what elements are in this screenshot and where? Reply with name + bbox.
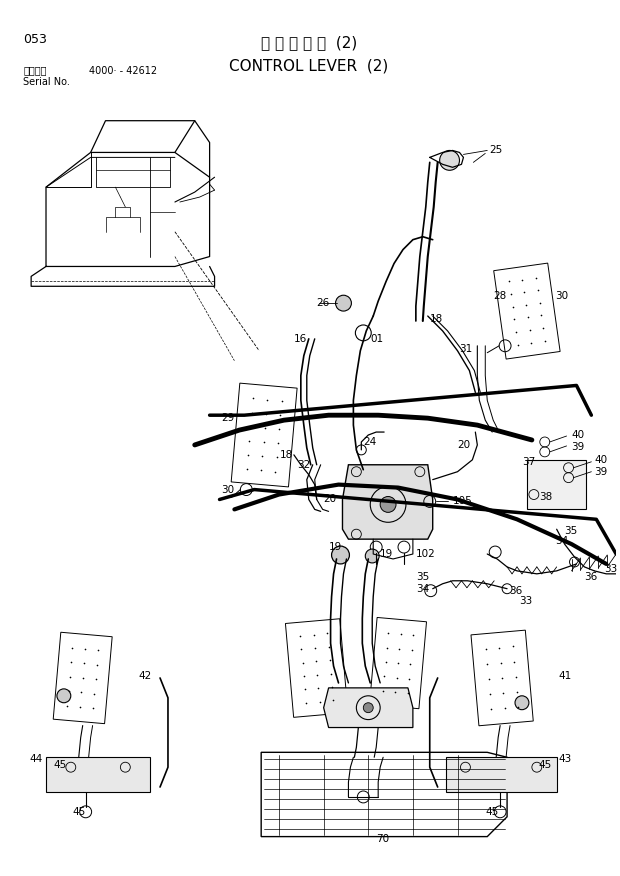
Text: 37: 37 (522, 456, 535, 467)
Circle shape (380, 497, 396, 512)
Text: 01: 01 (370, 334, 383, 344)
Text: 43: 43 (559, 754, 572, 764)
Text: 26: 26 (317, 298, 330, 308)
Text: 36: 36 (509, 586, 522, 596)
Text: 40: 40 (572, 430, 585, 440)
Text: 42: 42 (138, 671, 151, 681)
Text: 45: 45 (73, 807, 86, 816)
Text: 適用号機: 適用号機 (23, 65, 46, 75)
Polygon shape (342, 465, 433, 539)
Text: 35: 35 (565, 526, 578, 536)
Text: 44: 44 (29, 754, 42, 764)
Text: 38: 38 (539, 492, 552, 503)
Text: 28: 28 (493, 291, 507, 301)
Circle shape (363, 703, 373, 713)
Text: 25: 25 (489, 145, 502, 155)
Text: 39: 39 (595, 467, 608, 477)
Text: 36: 36 (585, 572, 598, 582)
Text: CONTROL LEVER  (2): CONTROL LEVER (2) (229, 58, 388, 74)
Text: 18: 18 (280, 450, 293, 460)
Circle shape (332, 546, 350, 564)
Text: 31: 31 (459, 343, 472, 354)
Text: 45: 45 (485, 807, 498, 816)
Circle shape (440, 151, 459, 170)
Text: 102: 102 (416, 549, 436, 559)
Text: 16: 16 (294, 334, 307, 344)
Text: Serial No.: Serial No. (23, 77, 70, 87)
Text: 33: 33 (604, 564, 618, 574)
Text: 105: 105 (453, 497, 472, 506)
Circle shape (57, 689, 71, 703)
Text: 34: 34 (416, 583, 429, 594)
Text: 34: 34 (555, 536, 568, 546)
Polygon shape (527, 460, 587, 509)
Text: 053: 053 (23, 33, 47, 46)
Polygon shape (324, 688, 413, 728)
Circle shape (335, 295, 352, 311)
Text: 40: 40 (595, 455, 608, 465)
Text: 24: 24 (363, 437, 376, 447)
Text: 35: 35 (416, 572, 429, 582)
Text: 18: 18 (430, 314, 443, 324)
Text: 19: 19 (329, 542, 342, 552)
Text: 39: 39 (572, 442, 585, 452)
Text: 41: 41 (559, 671, 572, 681)
Text: 45: 45 (539, 760, 552, 770)
Text: 29: 29 (221, 413, 235, 423)
Text: 20: 20 (324, 494, 337, 505)
Text: 19: 19 (380, 549, 394, 559)
Text: 4000· - 42612: 4000· - 42612 (89, 66, 157, 76)
Polygon shape (446, 757, 557, 792)
Text: 30: 30 (555, 291, 568, 301)
Text: 45: 45 (53, 760, 66, 770)
Text: 33: 33 (519, 596, 532, 605)
Circle shape (515, 696, 529, 710)
Text: 20: 20 (458, 440, 471, 450)
Polygon shape (46, 757, 150, 792)
Circle shape (365, 549, 379, 563)
Text: 70: 70 (376, 834, 389, 844)
Text: 30: 30 (221, 484, 234, 495)
Text: 操 作 レ バ ー  (2): 操 作 レ バ ー (2) (260, 35, 357, 51)
Text: 32: 32 (297, 460, 310, 470)
